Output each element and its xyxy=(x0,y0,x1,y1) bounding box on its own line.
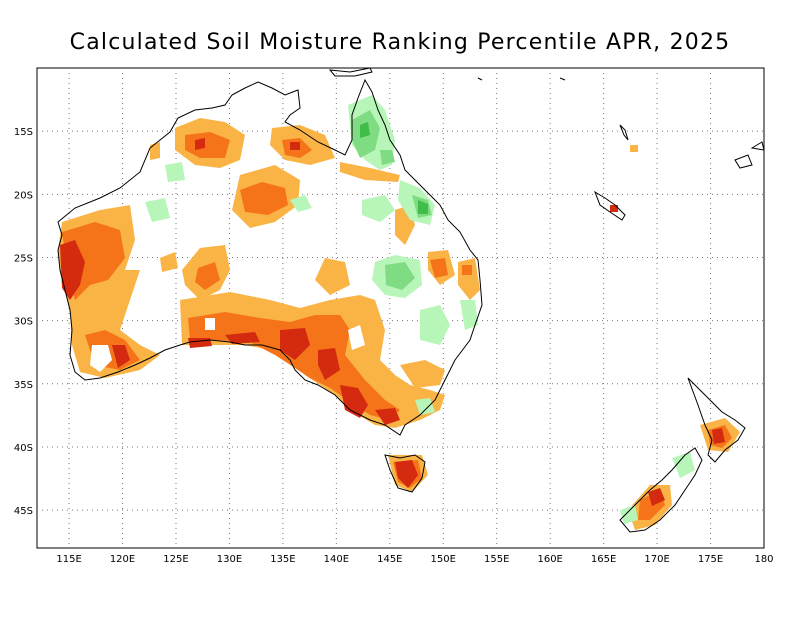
lon-tick-label: 125E xyxy=(163,554,188,565)
red-area-nc xyxy=(610,205,618,212)
wet-area-sth xyxy=(415,398,435,415)
lon-tick-label: 140E xyxy=(324,554,349,565)
lon-tick-label: 130E xyxy=(217,554,242,565)
moisture-fields xyxy=(58,95,740,530)
red-area-top-end xyxy=(290,142,300,150)
australia-coastline xyxy=(57,78,483,436)
wet-area-nz-west xyxy=(620,505,638,524)
red-area-sa xyxy=(280,328,310,360)
red-area-nz xyxy=(648,488,665,506)
lon-tick-label: 150E xyxy=(431,554,456,565)
lat-tick-label: 30S xyxy=(14,317,33,328)
island-north-1 xyxy=(477,77,483,81)
lat-tick-label: 40S xyxy=(14,443,33,454)
lat-tick-label: 35S xyxy=(14,380,33,391)
red-area-kimberley xyxy=(195,138,205,150)
fiji-coastline xyxy=(734,154,753,169)
wet-core-cape-2 xyxy=(380,150,395,165)
latitude-tick-labels: 15S 20S 25S 30S 35S 40S 45S xyxy=(14,127,33,517)
dry-area-nw xyxy=(150,142,160,160)
lon-tick-label: 180 xyxy=(754,554,773,565)
vanuatu-coastline xyxy=(619,124,629,141)
wet-area-nz xyxy=(672,452,695,478)
dry-core-east-small xyxy=(462,265,472,275)
lat-tick-label: 20S xyxy=(14,190,33,201)
dry-core-central xyxy=(240,182,288,215)
island-north-2 xyxy=(559,77,566,81)
coastlines xyxy=(57,68,764,533)
normal-area-sa xyxy=(205,318,215,330)
lon-tick-label: 165E xyxy=(591,554,616,565)
dry-area-nz-small xyxy=(630,145,638,152)
wet-area-east-coast xyxy=(460,300,478,330)
red-area-west-coast xyxy=(60,240,85,300)
wet-area-central-north xyxy=(165,162,185,182)
red-area-gippsland xyxy=(375,408,400,425)
red-area-tas xyxy=(395,460,418,488)
lat-tick-label: 25S xyxy=(14,253,33,264)
wet-core-qld-inland xyxy=(385,262,415,290)
nz-south-island-coastline xyxy=(619,447,703,533)
tasmania-coastline xyxy=(384,454,426,493)
lon-tick-label: 135E xyxy=(270,554,295,565)
lon-tick-label: 115E xyxy=(56,554,81,565)
lon-tick-label: 175E xyxy=(698,554,723,565)
dry-area-sa-patch xyxy=(160,252,178,272)
red-area-vic xyxy=(340,385,368,418)
wet-area-nsw xyxy=(420,305,450,345)
dry-core-lake xyxy=(430,258,448,278)
lat-tick-label: 15S xyxy=(14,127,33,138)
very-wet-areas xyxy=(360,122,428,214)
red-area-vic-west xyxy=(318,348,340,380)
wet-area-qld-central xyxy=(362,195,395,222)
dry-core-kimberley xyxy=(185,132,230,158)
lon-tick-label: 170E xyxy=(644,554,669,565)
longitude-tick-labels: 115E 120E 125E 130E 135E 140E 145E 150E 155E 160E… xyxy=(56,554,773,565)
lon-tick-label: 155E xyxy=(484,554,509,565)
very-wet-cape xyxy=(360,122,370,138)
red-area-sa-coast xyxy=(225,332,260,344)
dry-core-central-west xyxy=(195,262,220,290)
red-area-nz-north xyxy=(712,428,725,444)
red-area-sw xyxy=(112,345,130,368)
wet-area-west xyxy=(145,198,170,222)
nz-north-island-coastline xyxy=(687,377,746,463)
map-title: Calculated Soil Moisture Ranking Percent… xyxy=(69,30,731,55)
near-normal-areas xyxy=(90,318,365,372)
papua-coastline xyxy=(328,68,373,77)
lon-tick-label: 120E xyxy=(110,554,135,565)
lat-tick-label: 45S xyxy=(14,506,33,517)
normal-area-nsw xyxy=(348,325,365,350)
normal-area-sw xyxy=(90,345,112,372)
very-dry-areas xyxy=(60,138,725,506)
fiji-east-coastline xyxy=(750,141,764,151)
dry-area-gulf xyxy=(340,162,400,182)
very-wet-qld xyxy=(418,200,428,214)
lon-tick-label: 145E xyxy=(377,554,402,565)
dry-area-lake-eyre xyxy=(315,258,350,295)
dry-area-nsw xyxy=(400,360,445,388)
lon-tick-label: 160E xyxy=(537,554,562,565)
new-caledonia-coastline xyxy=(594,190,626,221)
wet-area-north-east xyxy=(290,195,312,212)
